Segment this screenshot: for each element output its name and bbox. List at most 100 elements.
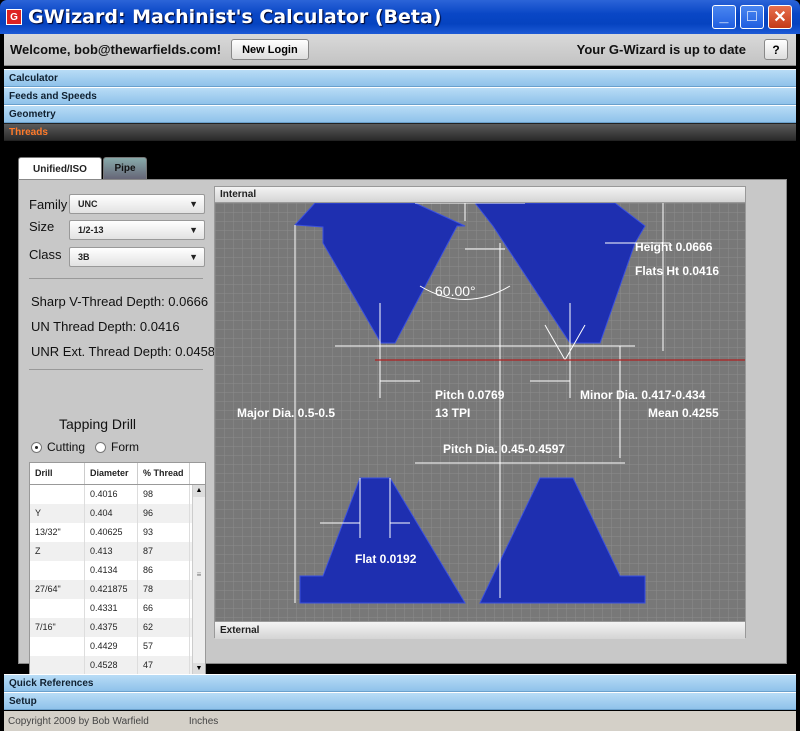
diameter-cell: 0.413	[85, 542, 138, 561]
cutting-radio[interactable]: Cutting	[31, 440, 85, 454]
mean-label: Mean 0.4255	[648, 406, 719, 420]
chevron-down-icon: ▼	[189, 199, 198, 209]
table-row[interactable]: 0.4528 47	[30, 656, 205, 675]
diameter-cell: 0.4331	[85, 599, 138, 618]
app-logo-icon[interactable]: G	[6, 9, 22, 25]
header-bar: Welcome, bob@thewarfields.com! New Login…	[4, 34, 796, 66]
sharp-v-depth: Sharp V-Thread Depth: 0.0666	[31, 294, 209, 309]
drill-table-body: 0.4016 98 Y 0.404 96 13/32" 0.40625 93 Z 0.413 87 0…	[30, 485, 205, 675]
drill-table-scrollbar[interactable]: ▲ ≡ ▼	[192, 485, 205, 675]
thread-percent-cell: 66	[138, 599, 190, 618]
units-indicator: Inches	[188, 715, 219, 727]
accordion-setup[interactable]: Setup	[4, 692, 796, 710]
close-icon: ✕	[773, 9, 787, 26]
thread-percent-cell: 98	[138, 485, 190, 504]
scroll-down-icon[interactable]: ▼	[193, 663, 205, 675]
maximize-button[interactable]: □	[740, 5, 764, 29]
minimize-button[interactable]: _	[712, 5, 736, 29]
accordion-calculator[interactable]: Calculator	[4, 69, 796, 87]
minimize-icon: _	[719, 8, 729, 25]
tab-content: Family UNC ▼ Size 1/2-13 ▼ Class 3B ▼ Sharp…	[18, 179, 787, 676]
unr-thread-depth: UNR Ext. Thread Depth: 0.0458	[31, 344, 216, 359]
drill-table-header: Drill Diameter % Thread	[30, 463, 205, 485]
internal-thread-left	[293, 203, 466, 344]
drill-cell: Z	[30, 542, 85, 561]
thread-percent-cell: 93	[138, 523, 190, 542]
scroll-up-icon[interactable]: ▲	[193, 485, 205, 497]
thread-shapes	[293, 203, 646, 604]
table-row[interactable]: 0.4429 57	[30, 637, 205, 656]
thread-profile-drawing: 60.00° Height 0.0666 Flats Ht 0.0416 Pit…	[215, 203, 745, 621]
drill-cell	[30, 485, 85, 504]
table-row[interactable]: 0.4331 66	[30, 599, 205, 618]
radio-unselected-icon	[95, 441, 106, 453]
diameter-cell: 0.404	[85, 504, 138, 523]
table-row[interactable]: 0.4134 86	[30, 561, 205, 580]
accordion-quick-references[interactable]: Quick References	[4, 674, 796, 692]
tab-unified-iso[interactable]: Unified/ISO	[18, 157, 102, 180]
family-value: UNC	[78, 199, 98, 209]
pitch-diameter-label: Pitch Dia. 0.45-0.4597	[443, 442, 565, 456]
table-row[interactable]: Z 0.413 87	[30, 542, 205, 561]
family-select[interactable]: UNC ▼	[69, 194, 205, 214]
chevron-down-icon: ▼	[189, 252, 198, 262]
major-diameter-label: Major Dia. 0.5-0.5	[237, 406, 335, 420]
window-title: GWizard: Machinist's Calculator (Beta)	[28, 6, 442, 28]
class-label: Class	[29, 247, 62, 262]
drill-cell: 7/16"	[30, 618, 85, 637]
diameter-cell: 0.4528	[85, 656, 138, 675]
diameter-cell: 0.421875	[85, 580, 138, 599]
thread-percent-cell: 47	[138, 656, 190, 675]
column-header-diameter[interactable]: Diameter	[85, 463, 138, 484]
accordion-feeds-and-speeds[interactable]: Feeds and Speeds	[4, 87, 796, 105]
drill-cell	[30, 637, 85, 656]
class-select[interactable]: 3B ▼	[69, 247, 205, 267]
cutting-label: Cutting	[47, 440, 86, 454]
un-thread-depth: UN Thread Depth: 0.0416	[31, 319, 180, 334]
scroll-thumb[interactable]: ≡	[196, 570, 202, 579]
diameter-cell: 0.4016	[85, 485, 138, 504]
drill-table: Drill Diameter % Thread 0.4016 98 Y 0.404 96…	[29, 462, 206, 676]
help-button[interactable]: ?	[764, 39, 788, 60]
drill-cell	[30, 561, 85, 580]
height-label: Height 0.0666	[635, 240, 713, 254]
flats-height-label: Flats Ht 0.0416	[635, 264, 719, 278]
internal-thread-right	[474, 203, 646, 344]
drill-cell: Y	[30, 504, 85, 523]
diameter-cell: 0.4429	[85, 637, 138, 656]
accordion-threads[interactable]: Threads	[4, 123, 796, 141]
family-label: Family	[29, 197, 68, 212]
table-row[interactable]: Y 0.404 96	[30, 504, 205, 523]
drill-cell	[30, 656, 85, 675]
thread-angle-label: 60.00°	[435, 283, 476, 299]
thread-percent-cell: 57	[138, 637, 190, 656]
column-header-drill[interactable]: Drill	[30, 463, 85, 484]
internal-section-header[interactable]: Internal	[215, 187, 745, 203]
table-row[interactable]: 7/16" 0.4375 62	[30, 618, 205, 637]
form-radio[interactable]: Form	[95, 440, 139, 454]
tab-pipe[interactable]: Pipe	[103, 157, 147, 179]
tpi-label: 13 TPI	[435, 406, 470, 420]
diameter-cell: 0.4375	[85, 618, 138, 637]
thread-percent-cell: 78	[138, 580, 190, 599]
size-select[interactable]: 1/2-13 ▼	[69, 220, 205, 240]
table-row[interactable]: 27/64" 0.421875 78	[30, 580, 205, 599]
close-button[interactable]: ✕	[768, 5, 792, 29]
external-section-header[interactable]: External	[215, 621, 745, 639]
new-login-button[interactable]: New Login	[231, 39, 309, 60]
thread-percent-cell: 87	[138, 542, 190, 561]
column-header-thread[interactable]: % Thread	[138, 463, 190, 484]
size-value: 1/2-13	[78, 225, 104, 235]
class-value: 3B	[78, 252, 90, 262]
copyright-text: Copyright 2009 by Bob Warfield	[8, 715, 149, 727]
drill-cell	[30, 599, 85, 618]
title-bar: G GWizard: Machinist's Calculator (Beta)…	[0, 0, 800, 34]
accordion-geometry[interactable]: Geometry	[4, 105, 796, 123]
size-label: Size	[29, 219, 55, 234]
radio-selected-icon	[31, 441, 42, 453]
table-row[interactable]: 0.4016 98	[30, 485, 205, 504]
divider	[29, 278, 203, 279]
table-row[interactable]: 13/32" 0.40625 93	[30, 523, 205, 542]
welcome-text: Welcome, bob@thewarfields.com!	[10, 42, 222, 57]
status-bar: Copyright 2009 by Bob Warfield Inches	[4, 711, 796, 731]
